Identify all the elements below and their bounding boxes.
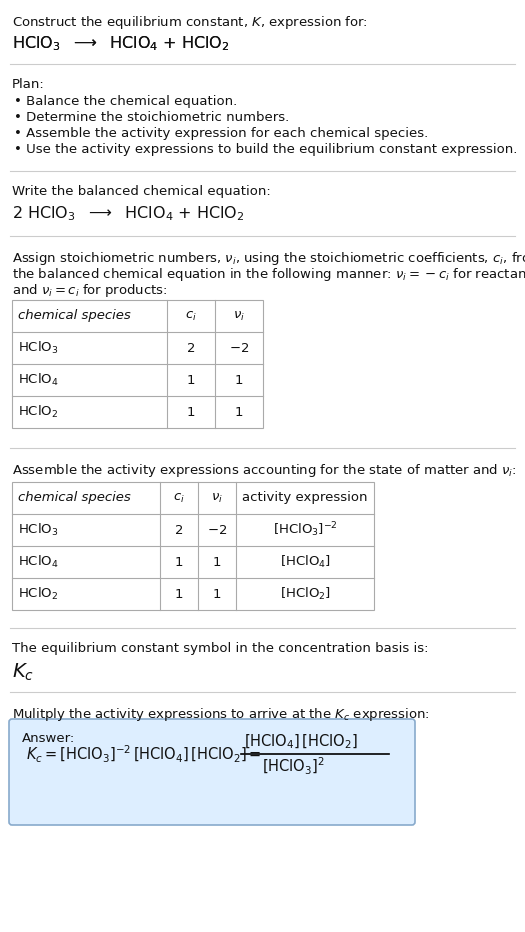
- Text: Construct the equilibrium constant, $K$, expression for:: Construct the equilibrium constant, $K$,…: [12, 14, 368, 31]
- Text: $-2$: $-2$: [207, 524, 227, 537]
- Text: $\mathrm{HClO_2}$: $\mathrm{HClO_2}$: [18, 586, 58, 602]
- Text: $c_i$: $c_i$: [185, 309, 197, 322]
- Text: and $\nu_i = c_i$ for products:: and $\nu_i = c_i$ for products:: [12, 282, 167, 299]
- Text: 2 $\mathrm{HClO_3}$  $\longrightarrow$  $\mathrm{HClO_4}$ + $\mathrm{HClO_2}$: 2 $\mathrm{HClO_3}$ $\longrightarrow$ $\…: [12, 204, 245, 223]
- Text: $[\mathrm{HClO_4}]$: $[\mathrm{HClO_4}]$: [279, 554, 331, 570]
- FancyBboxPatch shape: [9, 719, 415, 825]
- Text: 1: 1: [175, 587, 183, 600]
- Text: Write the balanced chemical equation:: Write the balanced chemical equation:: [12, 185, 271, 198]
- Text: • Balance the chemical equation.: • Balance the chemical equation.: [14, 95, 237, 108]
- Text: 1: 1: [187, 405, 195, 418]
- Text: $\mathrm{HClO_3}$: $\mathrm{HClO_3}$: [18, 522, 59, 538]
- Bar: [12, 300, 263, 428]
- Text: 1: 1: [235, 374, 243, 387]
- Text: $-2$: $-2$: [229, 341, 249, 354]
- Text: 2: 2: [175, 524, 183, 537]
- Text: $[\mathrm{HClO_3}]^2$: $[\mathrm{HClO_3}]^2$: [262, 756, 325, 776]
- Text: the balanced chemical equation in the following manner: $\nu_i = -c_i$ for react: the balanced chemical equation in the fo…: [12, 266, 525, 283]
- Text: The equilibrium constant symbol in the concentration basis is:: The equilibrium constant symbol in the c…: [12, 642, 428, 655]
- Text: $\nu_i$: $\nu_i$: [233, 309, 245, 322]
- Text: $c_i$: $c_i$: [173, 491, 185, 504]
- Text: $\mathrm{HClO_2}$: $\mathrm{HClO_2}$: [18, 404, 58, 420]
- Text: 1: 1: [187, 374, 195, 387]
- Text: Assign stoichiometric numbers, $\nu_i$, using the stoichiometric coefficients, $: Assign stoichiometric numbers, $\nu_i$, …: [12, 250, 525, 267]
- Text: $K_c = [\mathrm{HClO_3}]^{-2}\,[\mathrm{HClO_4}]\,[\mathrm{HClO_2}] = $: $K_c = [\mathrm{HClO_3}]^{-2}\,[\mathrm{…: [26, 744, 261, 764]
- Text: Plan:: Plan:: [12, 78, 45, 91]
- Text: • Use the activity expressions to build the equilibrium constant expression.: • Use the activity expressions to build …: [14, 143, 517, 156]
- Text: $\mathrm{HClO_4}$: $\mathrm{HClO_4}$: [18, 372, 59, 388]
- Text: chemical species: chemical species: [18, 491, 131, 504]
- Text: $\mathrm{HClO_3}$  $\longrightarrow$  $\mathrm{HClO_4}$ + $\mathrm{HClO_2}$: $\mathrm{HClO_3}$ $\longrightarrow$ $\ma…: [12, 34, 229, 53]
- Text: 2: 2: [187, 341, 195, 354]
- Text: $\mathrm{HClO_3}$: $\mathrm{HClO_3}$: [18, 340, 59, 356]
- Text: 1: 1: [213, 587, 221, 600]
- Text: $\nu_i$: $\nu_i$: [211, 491, 223, 504]
- Text: $\mathrm{HClO_3}$  $\longrightarrow$  $\mathrm{HClO_4}$ + $\mathrm{HClO_2}$: $\mathrm{HClO_3}$ $\longrightarrow$ $\ma…: [12, 34, 229, 53]
- Text: activity expression: activity expression: [242, 491, 368, 504]
- Text: • Determine the stoichiometric numbers.: • Determine the stoichiometric numbers.: [14, 111, 289, 124]
- Bar: [12, 482, 374, 610]
- Text: • Assemble the activity expression for each chemical species.: • Assemble the activity expression for e…: [14, 127, 428, 140]
- Text: $K_c$: $K_c$: [12, 662, 34, 683]
- Text: Answer:: Answer:: [22, 732, 75, 745]
- Text: 1: 1: [213, 555, 221, 569]
- Text: $[\mathrm{HClO_3}]^{-2}$: $[\mathrm{HClO_3}]^{-2}$: [272, 521, 338, 540]
- Text: $[\mathrm{HClO_4}]\,[\mathrm{HClO_2}]$: $[\mathrm{HClO_4}]\,[\mathrm{HClO_2}]$: [244, 733, 358, 751]
- Text: $\mathrm{HClO_4}$: $\mathrm{HClO_4}$: [18, 554, 59, 570]
- Text: Mulitply the activity expressions to arrive at the $K_c$ expression:: Mulitply the activity expressions to arr…: [12, 706, 430, 723]
- Text: 1: 1: [175, 555, 183, 569]
- Text: $[\mathrm{HClO_2}]$: $[\mathrm{HClO_2}]$: [279, 586, 331, 602]
- Text: 1: 1: [235, 405, 243, 418]
- Text: Assemble the activity expressions accounting for the state of matter and $\nu_i$: Assemble the activity expressions accoun…: [12, 462, 517, 479]
- Text: chemical species: chemical species: [18, 309, 131, 322]
